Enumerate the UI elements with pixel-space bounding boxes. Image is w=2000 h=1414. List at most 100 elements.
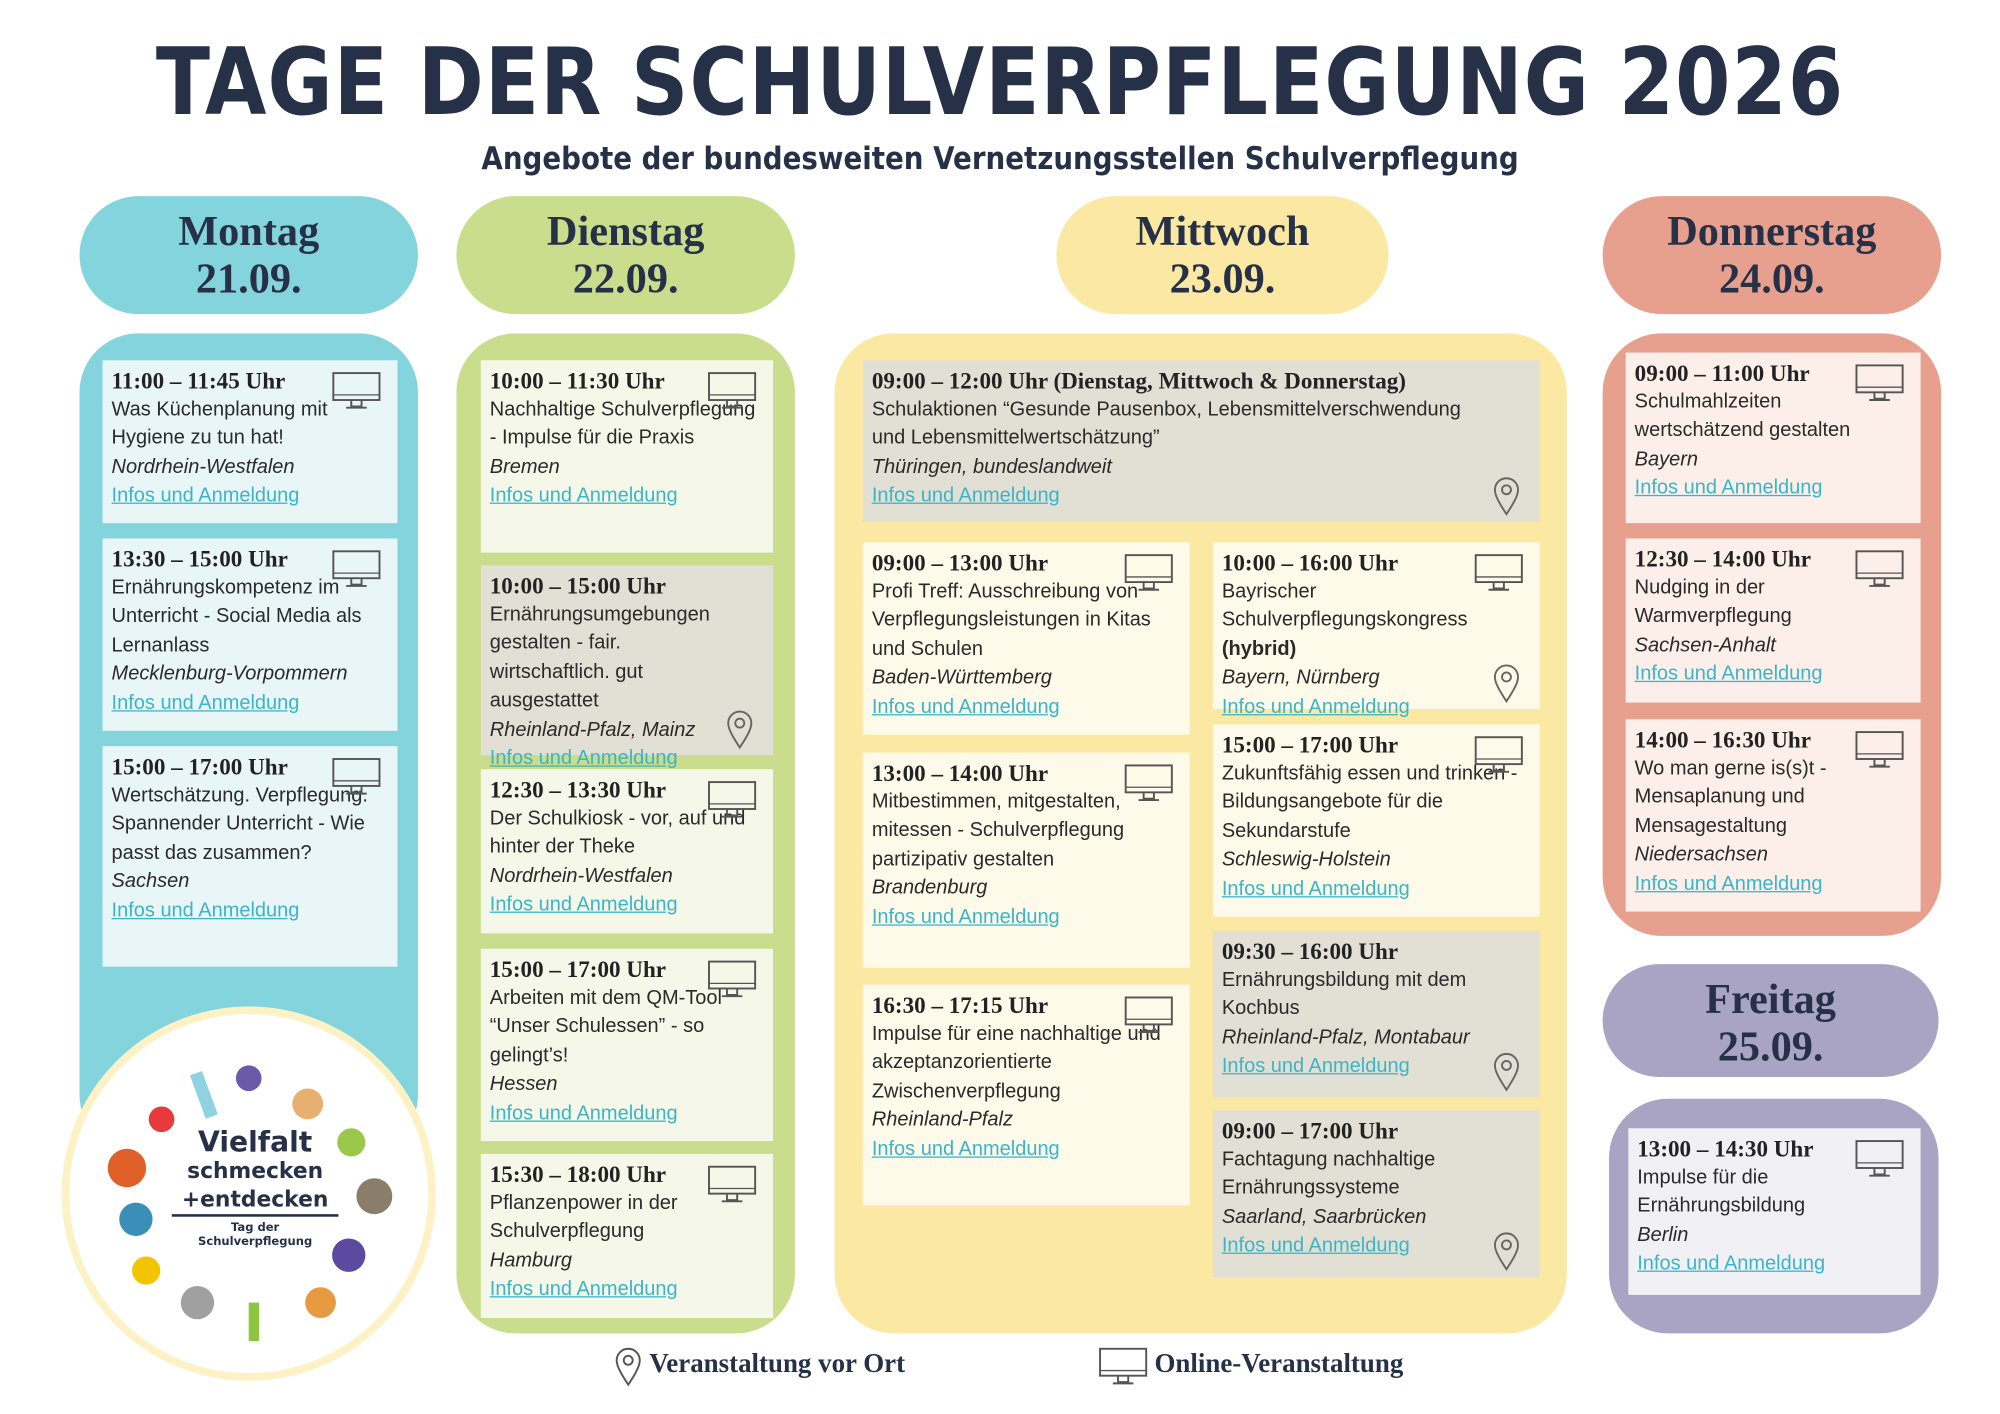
event-place: Niedersachsen (1634, 843, 1769, 866)
event-time: 13:00 – 14:00 Uhr (871, 760, 1049, 786)
pc-icon (1124, 554, 1173, 591)
day-header: Dienstag 22.09. (456, 196, 795, 315)
event-place: Brandenburg (871, 876, 988, 899)
event: 09:00 – 13:00 Uhr Profi Treff: Ausschreib… (862, 542, 1190, 735)
logo-line: schmecken (187, 1159, 324, 1185)
event-time: 13:00 – 14:30 Uhr (1637, 1135, 1814, 1162)
event-title: Schulmahlzeiten wertschätzend gestalten (1634, 390, 1851, 442)
legend-online: Online-Veranstaltung (1097, 1346, 1403, 1390)
event-place: Schleswig-Holstein (1221, 848, 1391, 871)
logo-line: Vielfalt (198, 1126, 313, 1160)
event-link[interactable]: Infos und Anmeldung (1634, 662, 1823, 685)
event-link[interactable]: Infos und Anmeldung (489, 484, 678, 507)
event-link[interactable]: Infos und Anmeldung (871, 484, 1060, 507)
event-place: Hessen (489, 1073, 558, 1095)
event-title: Zukunftsfähig essen und trinken - Bildun… (1221, 762, 1518, 842)
event-link[interactable]: Infos und Anmeldung (871, 695, 1060, 718)
event: 15:00 – 17:00 Uhr Arbeiten mit dem QM-Too… (480, 948, 774, 1142)
event: 15:00 – 17:00 Uhr Zukunftsfähig essen und… (1212, 724, 1540, 917)
event-time: 09:00 – 13:00 Uhr (871, 550, 1049, 576)
pc-icon (1855, 731, 1904, 768)
pc-icon (332, 550, 381, 587)
event-title: Profi Treff: Ausschreibung von Verpflegu… (871, 580, 1151, 660)
event-link[interactable]: Infos und Anmeldung (1221, 1055, 1410, 1077)
event: 13:00 – 14:00 Uhr Mitbestimmen, mitgestal… (862, 752, 1190, 968)
event-place: Bayern, Nürnberg (1221, 666, 1380, 689)
event: 12:30 – 14:00 Uhr Nudging in der Warmverp… (1625, 538, 1921, 703)
pc-icon (1124, 996, 1173, 1034)
event-link[interactable]: Infos und Anmeldung (1637, 1252, 1826, 1275)
event-link[interactable]: Infos und Anmeldung (489, 893, 678, 916)
event-time: 14:00 – 16:30 Uhr (1634, 726, 1811, 753)
pc-icon (1099, 1347, 1148, 1385)
pc-icon (1855, 1140, 1904, 1177)
event-time: 10:00 – 16:00 Uhr (1221, 550, 1399, 576)
event-link[interactable]: Infos und Anmeldung (871, 1137, 1060, 1160)
event-place: Nordrhein-Westfalen (489, 864, 673, 887)
event-title: Arbeiten mit dem QM-Tool “Unser Schuless… (489, 986, 722, 1067)
event-link[interactable]: Infos und Anmeldung (1221, 877, 1410, 900)
pc-icon (1855, 550, 1904, 587)
pc-icon (1124, 764, 1173, 801)
event-time: 16:30 – 17:15 Uhr (871, 992, 1049, 1018)
pc-icon (1474, 736, 1523, 773)
event-place: Bayern (1634, 448, 1699, 470)
event: 12:30 – 13:30 Uhr Der Schulkiosk - vor, a… (480, 769, 774, 934)
event-link[interactable]: Infos und Anmeldung (489, 1101, 678, 1124)
day-header: Montag 21.09. (79, 196, 418, 315)
day-name: Donnerstag (1667, 208, 1877, 256)
event-title: Der Schulkiosk - vor, auf und hinter der… (489, 807, 746, 858)
day-date: 23.09. (1169, 256, 1276, 303)
event-link[interactable]: Infos und Anmeldung (871, 905, 1060, 928)
event: 10:00 – 15:00 Uhr Ernährungsumgebungen ge… (480, 565, 774, 769)
day-date: 24.09. (1718, 256, 1825, 303)
event-link[interactable]: Infos und Anmeldung (111, 484, 300, 507)
pc-icon (708, 781, 757, 818)
event-time: 15:00 – 17:00 Uhr (111, 753, 288, 780)
event-title: Wertschätzung. Verpflegung. Spannender U… (111, 784, 368, 864)
event-time: 09:00 – 17:00 Uhr (1221, 1117, 1399, 1144)
event-place: Rheinland-Pfalz, Montabaur (1221, 1026, 1470, 1049)
event: 13:30 – 15:00 Uhr Ernährungskompetenz im … (102, 538, 398, 731)
event-time: 10:00 – 11:30 Uhr (489, 367, 665, 394)
logo-icons (107, 1065, 393, 1342)
pc-icon (332, 372, 381, 409)
event-time: 15:00 – 17:00 Uhr (489, 956, 667, 983)
pin-icon (1493, 664, 1519, 704)
pc-icon (332, 758, 381, 795)
title: TAGE DER SCHULVERPFLEGUNG 2026 (155, 28, 1845, 136)
legend-label: Veranstaltung vor Ort (649, 1347, 906, 1379)
event-link[interactable]: Infos und Anmeldung (1634, 872, 1823, 895)
event-link[interactable]: Infos und Anmeldung (489, 1278, 678, 1301)
subtitle: Angebote der bundesweiten Vernetzungsste… (481, 141, 1519, 177)
event-link[interactable]: Infos und Anmeldung (1221, 695, 1410, 718)
event-link[interactable]: Infos und Anmeldung (1634, 476, 1823, 499)
day-header: Donnerstag 24.09. (1602, 196, 1942, 315)
event-place: Sachsen (111, 870, 190, 893)
event-time: 15:00 – 17:00 Uhr (1221, 732, 1399, 758)
event: 09:00 – 11:00 Uhr Schulmahlzeiten wertsch… (1625, 352, 1921, 524)
event-time: 12:30 – 13:30 Uhr (489, 776, 667, 803)
event: 10:00 – 16:00 Uhr Bayrischer Schulverpfle… (1212, 542, 1540, 717)
event-link[interactable]: Infos und Anmeldung (111, 691, 300, 714)
event: 11:00 – 11:45 Uhr Was Küchenplanung mit H… (102, 360, 398, 524)
logo-line: Schulverpflegung (198, 1235, 313, 1249)
event-title: Impulse für eine nachhaltige und akzepta… (871, 1022, 1161, 1102)
event-title: Impulse für die Ernährungsbildung (1637, 1166, 1806, 1217)
day-header: Mittwoch 23.09. (1056, 196, 1389, 315)
event-place: Baden-Württemberg (871, 666, 1052, 689)
event: 10:00 – 11:30 Uhr Nachhaltige Schulverpfl… (480, 360, 774, 553)
event-title: Ernährungsumgebungen gestalten - fair. w… (489, 603, 710, 712)
event-link[interactable]: Infos und Anmeldung (1221, 1234, 1410, 1257)
logo-line: +entdecken (171, 1186, 339, 1217)
event-link[interactable]: Infos und Anmeldung (111, 899, 300, 922)
event-time: 15:30 – 18:00 Uhr (489, 1161, 667, 1188)
event-place: Berlin (1637, 1223, 1689, 1246)
pc-icon (708, 372, 757, 409)
event-place: Saarland, Saarbrücken (1221, 1205, 1427, 1228)
day-name: Dienstag (546, 208, 705, 256)
event-place: Hamburg (489, 1249, 572, 1272)
event: 09:30 – 16:00 Uhr Ernährungsbildung mit d… (1212, 930, 1540, 1098)
event-link[interactable]: Infos und Anmeldung (489, 747, 678, 770)
event-title: Pflanzenpower in der Schulverpflegung (489, 1191, 678, 1243)
